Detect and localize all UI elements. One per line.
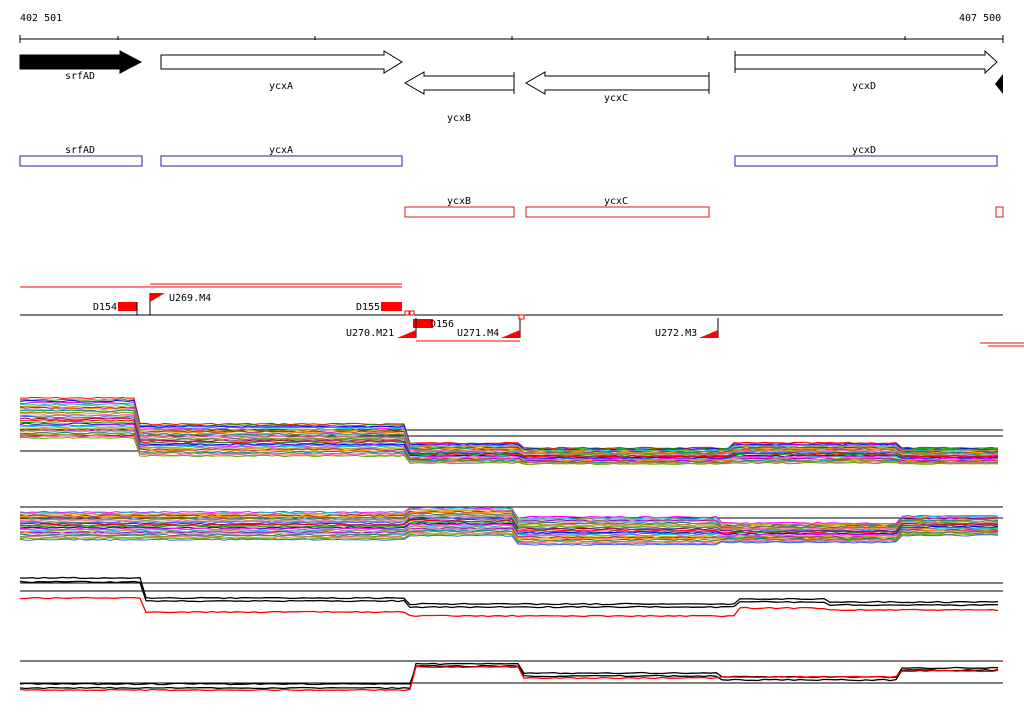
- expression-trace: [19, 530, 999, 543]
- feature-U272[interactable]: [699, 330, 718, 338]
- expression-trace: [20, 596, 999, 618]
- expression-trace: [19, 524, 999, 537]
- cds-box-partial: [995, 206, 1004, 218]
- cds-label-ycxB: ycxB: [447, 196, 471, 207]
- expression-trace: [19, 396, 999, 450]
- gene-label-ycxD: ycxD: [852, 81, 876, 92]
- expression-trace: [19, 517, 999, 532]
- gene-label-ycxB: ycxB: [447, 113, 471, 124]
- expression-trace: [19, 419, 999, 459]
- expression-trace: [19, 515, 999, 531]
- gene-label-srfAD: srfAD: [65, 71, 95, 82]
- feature-label-U271: U271.M4: [457, 328, 499, 339]
- cds-box-ycxD[interactable]: [734, 155, 998, 167]
- feature-label-D154: D154: [93, 302, 117, 313]
- cds-box-ycxC[interactable]: [525, 206, 710, 218]
- cds-box-ycxB[interactable]: [404, 206, 515, 218]
- coordinate-start: 402 501: [20, 13, 63, 24]
- ruler: [19, 35, 1004, 43]
- cds-label-ycxD: ycxD: [852, 145, 876, 156]
- expression-trace: [19, 431, 999, 464]
- gene-ycxA[interactable]: ycxA: [160, 50, 403, 92]
- expression-trace: [19, 521, 999, 535]
- feature-U269[interactable]: [150, 293, 165, 302]
- gene-arrow-ycxC: [525, 71, 710, 95]
- feature-label-D156: D156: [430, 319, 454, 330]
- expression-panel-1: [19, 396, 1003, 466]
- gene-arrow-ycxD: [734, 49, 998, 75]
- cds-reverse-track: ycxB ycxC: [404, 196, 1004, 218]
- gene-ycxB[interactable]: ycxB: [404, 71, 515, 124]
- expression-trace: [19, 406, 999, 454]
- expression-panel-3: [19, 576, 1003, 618]
- expression-trace: [19, 506, 999, 525]
- expression-trace: [19, 403, 999, 452]
- expression-trace: [19, 436, 999, 466]
- expression-trace: [19, 435, 999, 465]
- expression-trace: [19, 534, 999, 546]
- gene-arrow-ycxB: [404, 71, 515, 95]
- expression-trace: [19, 664, 999, 686]
- expression-trace: [19, 531, 999, 544]
- coordinate-end: 407 500: [959, 13, 1002, 24]
- gene-arrow-srfAD: [19, 50, 143, 74]
- feature-U270[interactable]: [397, 330, 416, 338]
- expression-trace: [19, 423, 999, 461]
- cds-label-ycxA: ycxA: [269, 145, 293, 156]
- expression-trace: [19, 516, 999, 531]
- gene-partial-right: [995, 74, 1003, 94]
- expression-trace: [19, 509, 999, 526]
- gene-label-ycxC: ycxC: [604, 93, 628, 104]
- gene-ycxC[interactable]: ycxC: [525, 71, 710, 104]
- expression-trace: [19, 580, 999, 609]
- expression-trace: [20, 518, 999, 533]
- cds-label-srfAD: srfAD: [65, 145, 95, 156]
- expression-trace: [19, 399, 999, 451]
- expression-trace: [19, 519, 998, 534]
- expression-panel-4: [19, 660, 1003, 692]
- feature-D156[interactable]: [413, 319, 433, 328]
- cds-box-ycxA[interactable]: [160, 155, 403, 167]
- gene-label-ycxA: ycxA: [269, 81, 293, 92]
- feature-D154[interactable]: [118, 302, 137, 311]
- expression-trace: [19, 427, 999, 462]
- expression-trace: [20, 512, 999, 529]
- gene-track: srfAD ycxA ycxB ycxC ycxD: [19, 49, 1003, 124]
- expression-trace: [19, 411, 998, 455]
- gene-srfAD[interactable]: srfAD: [19, 50, 143, 82]
- feature-U271[interactable]: [501, 330, 520, 338]
- expression-trace: [19, 527, 999, 539]
- feature-D155[interactable]: [381, 302, 402, 311]
- feature-label-U272: U272.M3: [655, 328, 697, 339]
- gene-arrow-ycxA: [160, 50, 403, 74]
- expression-panel-2: [19, 506, 1003, 546]
- expression-trace: [19, 523, 999, 536]
- expression-trace: [19, 665, 999, 692]
- expression-trace: [19, 528, 999, 540]
- cds-forward-track: srfAD ycxA ycxD: [19, 145, 998, 167]
- feature-label-D155: D155: [356, 302, 380, 313]
- feature-label-U270: U270.M21: [346, 328, 394, 339]
- gene-ycxD[interactable]: ycxD: [734, 49, 998, 92]
- expression-trace: [19, 576, 999, 606]
- feature-track: D154 U269.M4 D155 D156 U270.M21 U271.M4 …: [20, 283, 1024, 347]
- feature-label-U269: U269.M4: [169, 293, 211, 304]
- cds-label-ycxC: ycxC: [604, 196, 628, 207]
- expression-trace: [19, 425, 999, 461]
- cds-box-srfAD[interactable]: [19, 155, 143, 167]
- expression-trace: [19, 511, 999, 528]
